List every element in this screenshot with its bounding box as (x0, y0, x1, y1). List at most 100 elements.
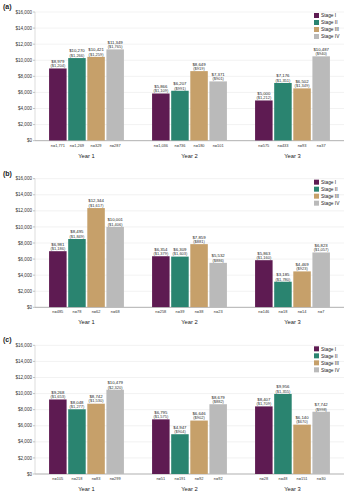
tick-mark (33, 361, 35, 362)
n-label: n=575 (258, 143, 269, 148)
se-label: ($1,355) (275, 389, 291, 394)
labels: Year 1$6,981($1,186)n=485$8,495($1,849)n… (50, 198, 329, 325)
tick-mark (33, 474, 35, 475)
n-label: n=101 (213, 143, 224, 148)
bar (171, 91, 189, 141)
bar (106, 390, 124, 474)
tick-label: $12,000 (15, 375, 32, 380)
y-axis (35, 179, 36, 308)
legend-label: Stage II (321, 187, 338, 192)
tick-label: $4,000 (18, 106, 32, 111)
y-axis (35, 12, 36, 141)
category-label: Year 3 (284, 319, 301, 325)
grid-line (35, 178, 344, 179)
tick-label: $14,000 (15, 192, 32, 197)
tick-mark (33, 275, 35, 276)
legend-label: Stage III (321, 27, 339, 32)
se-label: ($901) (212, 76, 224, 81)
tick-mark (33, 108, 35, 109)
se-label: ($1,603) (172, 251, 188, 256)
grid-line (35, 226, 344, 227)
bar (68, 409, 86, 474)
n-label: n=48 (279, 476, 288, 481)
tick-mark (33, 226, 35, 227)
se-label: ($940) (315, 51, 327, 56)
legend-label: Stage IV (321, 201, 340, 206)
bar (312, 252, 330, 307)
grid-line (35, 345, 344, 346)
y-axis (35, 345, 36, 474)
tick-mark (33, 377, 35, 378)
category-label: Year 1 (78, 319, 95, 325)
n-label: n=83 (92, 476, 101, 481)
tick-label: $16,000 (15, 343, 32, 348)
n-label: n=1,036 (154, 143, 168, 148)
tick-label: $0 (27, 472, 33, 477)
bar (209, 404, 227, 474)
n-label: n=736 (174, 143, 185, 148)
category-label: Year 2 (181, 319, 198, 325)
tick-label: $16,000 (15, 10, 32, 15)
se-label: ($1,379) (153, 251, 169, 256)
bar (255, 100, 273, 140)
n-label: n=433 (277, 143, 288, 148)
panel-title: (c) (3, 336, 12, 344)
legend-label: Stage IV (321, 368, 340, 373)
bar (209, 81, 227, 140)
legend: Stage IStage IIStage IIIStage IV (314, 13, 340, 39)
n-label: n=28 (259, 476, 268, 481)
se-label: ($1,259) (89, 52, 105, 57)
tick-mark (33, 307, 35, 308)
se-label: ($1,349) (295, 83, 311, 88)
labels: Year 1$8,979($1,204)n=1,771$10,270($1,26… (50, 40, 329, 159)
bar (171, 257, 189, 308)
tick-label: $8,000 (18, 241, 32, 246)
n-label: n=37 (317, 143, 326, 148)
tick-mark (33, 76, 35, 77)
se-label: ($1,351) (275, 78, 291, 83)
tick-label: $6,000 (18, 257, 32, 262)
se-label: ($882) (212, 399, 224, 404)
legend-label: Stage III (321, 361, 339, 366)
tick-label: $12,000 (15, 42, 32, 47)
n-label: n=146 (258, 309, 269, 314)
n-label: n=329 (91, 143, 102, 148)
n-label: n=287 (110, 143, 121, 148)
category-label: Year 2 (181, 486, 198, 492)
n-label: n=299 (110, 476, 121, 481)
legend-label: Stage II (321, 20, 338, 25)
se-label: ($1,780) (275, 277, 291, 282)
tick-mark (33, 291, 35, 292)
n-label: n=1,771 (51, 143, 65, 148)
bar (293, 88, 311, 140)
n-label: n=180 (194, 143, 206, 148)
tick-mark (33, 92, 35, 93)
n-label: n=218 (71, 476, 82, 481)
bar (152, 93, 170, 140)
category-label: Year 3 (284, 486, 301, 492)
se-label: ($1,406) (108, 222, 124, 227)
bar (68, 58, 86, 141)
se-label: ($1,160) (256, 255, 272, 260)
bar (312, 56, 330, 140)
n-label: n=51 (156, 476, 165, 481)
se-label: ($670) (296, 419, 308, 424)
se-label: ($902) (193, 415, 205, 420)
panel-title: (a) (3, 3, 12, 11)
n-label: n=93 (298, 143, 307, 148)
n-label: n=1,269 (70, 143, 84, 148)
tick-label: $8,000 (18, 407, 32, 412)
se-label: ($1,186) (50, 246, 66, 251)
tick-mark (33, 259, 35, 260)
bar (190, 71, 208, 141)
tick-mark (33, 345, 35, 346)
tick-label: $10,000 (15, 58, 32, 63)
se-label: ($1,709) (256, 401, 272, 406)
n-label: n=151 (297, 476, 308, 481)
se-label: ($1,204) (50, 63, 66, 68)
tick-mark (33, 44, 35, 45)
legend-label: Stage I (321, 180, 336, 185)
n-label: n=39 (176, 309, 185, 314)
tick-label: $14,000 (15, 26, 32, 31)
bar (293, 271, 311, 307)
